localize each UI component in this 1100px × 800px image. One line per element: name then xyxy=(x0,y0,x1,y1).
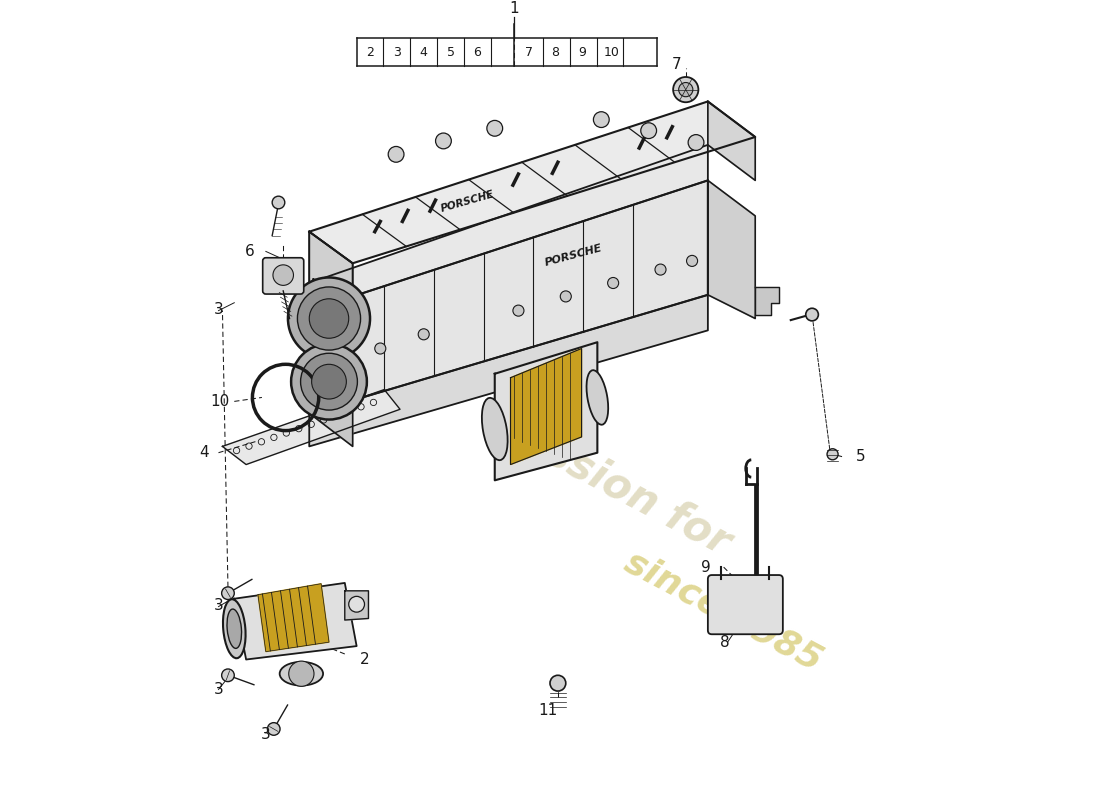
Text: 10: 10 xyxy=(604,46,619,58)
Text: 3: 3 xyxy=(213,598,223,613)
Polygon shape xyxy=(708,102,756,180)
Circle shape xyxy=(375,343,386,354)
FancyBboxPatch shape xyxy=(708,575,783,634)
Circle shape xyxy=(560,291,571,302)
Circle shape xyxy=(221,587,234,599)
Polygon shape xyxy=(344,591,369,620)
Ellipse shape xyxy=(227,609,242,648)
Text: PORSCHE: PORSCHE xyxy=(439,190,495,214)
Text: 9: 9 xyxy=(702,560,712,574)
Text: passion for: passion for xyxy=(487,404,738,564)
Circle shape xyxy=(679,82,693,97)
Circle shape xyxy=(309,298,349,338)
Circle shape xyxy=(288,278,370,359)
Circle shape xyxy=(689,134,704,150)
Text: 7: 7 xyxy=(671,57,681,72)
Text: 3: 3 xyxy=(393,46,400,58)
Ellipse shape xyxy=(482,398,507,460)
Circle shape xyxy=(686,255,697,266)
Text: 7: 7 xyxy=(525,46,532,58)
Text: 6: 6 xyxy=(245,244,255,259)
Polygon shape xyxy=(708,180,756,318)
Circle shape xyxy=(300,354,358,410)
FancyBboxPatch shape xyxy=(263,258,304,294)
Circle shape xyxy=(297,287,361,350)
Text: 3: 3 xyxy=(213,302,223,317)
Text: 2: 2 xyxy=(360,652,370,667)
Ellipse shape xyxy=(586,370,608,425)
Text: 10: 10 xyxy=(210,394,230,409)
Circle shape xyxy=(607,278,618,289)
Circle shape xyxy=(349,596,364,612)
Polygon shape xyxy=(510,349,582,465)
Polygon shape xyxy=(258,584,329,652)
Circle shape xyxy=(330,357,341,367)
Circle shape xyxy=(673,77,698,102)
Text: 8: 8 xyxy=(551,46,560,58)
Text: PORSCHE: PORSCHE xyxy=(543,243,604,268)
Circle shape xyxy=(513,305,524,316)
Ellipse shape xyxy=(279,662,323,686)
Text: 3: 3 xyxy=(261,727,271,742)
Polygon shape xyxy=(309,145,708,310)
Circle shape xyxy=(550,675,565,691)
Text: 2: 2 xyxy=(366,46,374,58)
Polygon shape xyxy=(309,232,353,310)
Circle shape xyxy=(593,112,609,127)
Text: 5: 5 xyxy=(447,46,454,58)
Text: 3: 3 xyxy=(213,682,223,697)
Circle shape xyxy=(641,122,657,138)
Circle shape xyxy=(418,329,429,340)
Circle shape xyxy=(273,265,294,286)
Polygon shape xyxy=(234,583,356,659)
Polygon shape xyxy=(309,283,328,302)
Polygon shape xyxy=(309,180,708,414)
Polygon shape xyxy=(309,283,353,446)
Polygon shape xyxy=(309,295,708,446)
Circle shape xyxy=(221,669,234,682)
Circle shape xyxy=(288,661,313,686)
Text: 5: 5 xyxy=(856,449,865,464)
Circle shape xyxy=(805,308,818,321)
Polygon shape xyxy=(309,102,756,263)
Text: since 1985: since 1985 xyxy=(619,544,828,677)
Circle shape xyxy=(827,449,838,460)
Circle shape xyxy=(654,264,666,275)
Circle shape xyxy=(311,364,346,399)
Polygon shape xyxy=(495,342,597,480)
Text: 4: 4 xyxy=(420,46,428,58)
Polygon shape xyxy=(309,232,353,310)
Polygon shape xyxy=(756,287,779,314)
Circle shape xyxy=(388,146,404,162)
Polygon shape xyxy=(314,279,353,302)
Ellipse shape xyxy=(223,599,245,658)
Circle shape xyxy=(272,196,285,209)
Text: 8: 8 xyxy=(720,634,730,650)
Circle shape xyxy=(267,722,280,735)
Circle shape xyxy=(487,121,503,136)
Text: 4: 4 xyxy=(199,446,209,460)
Text: 9: 9 xyxy=(579,46,586,58)
Circle shape xyxy=(292,344,367,419)
Polygon shape xyxy=(222,390,400,465)
Text: 1: 1 xyxy=(509,2,519,16)
Circle shape xyxy=(436,133,451,149)
Text: 6: 6 xyxy=(473,46,482,58)
Text: 11: 11 xyxy=(539,703,558,718)
